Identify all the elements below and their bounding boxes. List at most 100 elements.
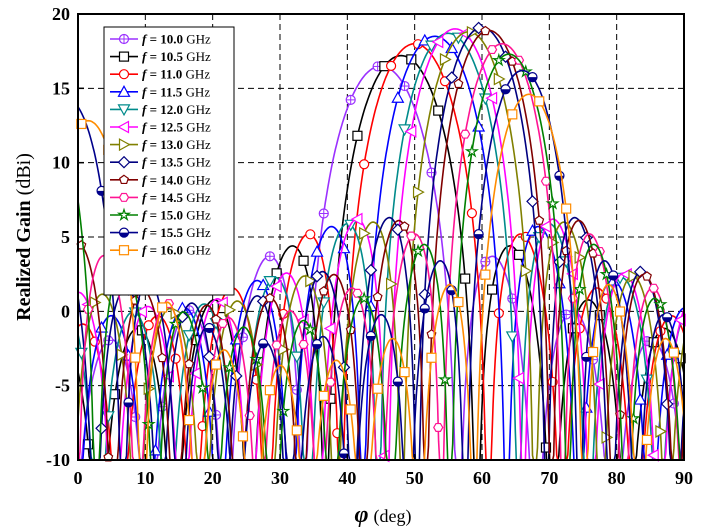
marker-triangle-right [224,303,237,317]
marker-square [318,390,329,401]
marker-square [118,245,130,256]
legend-item: f = 11.5 GHz [110,84,210,99]
marker-triangle-left [485,91,498,105]
legend-item: f = 14.5 GHz [110,190,211,205]
marker-square [561,203,572,214]
marker-diamond [445,71,459,84]
marker-pentagon [318,285,329,296]
marker-pentagon [211,314,222,324]
marker-triangle-right [386,277,398,291]
y-tick-label: 20 [52,4,70,24]
marker-circle [359,159,370,170]
marker-pentagon [157,352,168,363]
marker-square [614,306,626,317]
legend: f = 10.0 GHz f = 10.5 GHz f = 11.0 GHz f = … [103,26,235,296]
legend-label: f = 15.0 GHz [142,208,211,223]
marker-fill [474,234,484,239]
y-tick-label: 15 [52,78,70,98]
marker-triangle-up [310,244,324,257]
marker-square [372,383,383,394]
marker-circle [143,320,154,331]
legend-label: f = 11.0 GHz [142,67,210,82]
marker-triangle-left [404,124,417,138]
legend-item: f = 12.0 GHz [110,102,211,117]
marker-hexagon [648,283,659,293]
marker-square [507,109,518,120]
marker-square [453,296,464,308]
marker-star [116,207,132,222]
marker-fill [501,89,511,94]
marker-square [118,51,130,62]
marker-fill [662,317,672,322]
marker-triangle-right [655,424,668,438]
marker-diamond [117,155,131,169]
marker-square [157,302,168,313]
marker-fill [528,77,537,82]
x-axis-label: φ (deg) [354,502,411,528]
marker-triangle-down [290,351,304,364]
marker-pentagon [372,291,383,302]
x-tick-label: 70 [540,468,558,488]
marker-square [184,415,195,426]
marker-triangle-left [135,305,148,319]
marker-hexagon [244,411,255,421]
x-axis-symbol: φ [354,502,368,528]
marker-pentagon [453,78,464,89]
marker-hexagon [540,176,552,186]
y-axis-unit: (dBi) [13,153,35,195]
marker-fill [447,290,457,295]
x-tick-label: 50 [406,468,424,488]
marker-circle [466,208,477,219]
marker-hexagon [486,45,498,55]
marker-star [195,380,210,394]
marker-fill [393,381,403,387]
marker-square [210,359,222,370]
x-tick-label: 60 [473,468,491,488]
marker-triangle-down [117,104,131,117]
y-axis-main: Realized Gain [13,200,35,321]
y-tick-label: -5 [55,376,70,396]
series-curves [74,21,686,463]
legend-label: f = 13.0 GHz [142,137,211,152]
marker-diamond [553,255,566,269]
marker-star [437,372,453,386]
marker-fill [312,344,322,349]
marker-hexagon [118,192,130,202]
marker-square [130,352,141,363]
marker-hexagon [406,231,417,241]
legend-item: f = 15.0 GHz [110,207,211,223]
marker-circle [170,353,181,364]
marker-star [572,281,587,296]
marker-triangle-left [646,448,659,462]
legend-item: f = 16.0 GHz [110,243,211,258]
y-axis-label: Realized Gain (dBi) [13,153,35,321]
legend-item: f = 10.0 GHz [110,32,211,47]
marker-triangle-left [117,120,130,134]
legend-item: f = 15.5 GHz [110,225,211,240]
y-tick-label: -10 [46,450,70,470]
marker-triangle-left [350,212,363,226]
marker-diamond [310,269,324,283]
marker-triangle-left [323,321,336,336]
legend-label: f = 10.0 GHz [142,32,211,47]
marker-square [76,118,87,130]
marker-circle [386,60,397,71]
marker-star [653,296,668,311]
marker-pentagon [119,174,129,185]
marker-fill [124,402,133,407]
legend-label: f = 14.0 GHz [142,172,211,187]
marker-triangle-down [505,331,519,344]
x-tick-label: 80 [608,468,626,488]
legend-item: f = 11.0 GHz [110,67,210,82]
marker-hexagon [271,340,282,350]
legend-label: f = 12.5 GHz [142,120,211,135]
marker-hexagon [298,339,309,349]
marker-triangle-down [451,32,465,45]
marker-square [460,273,471,284]
x-tick-label: 0 [74,468,83,488]
marker-pentagon [480,25,491,36]
marker-square [534,96,545,107]
marker-hexagon [352,288,363,298]
marker-triangle-right [89,296,102,310]
